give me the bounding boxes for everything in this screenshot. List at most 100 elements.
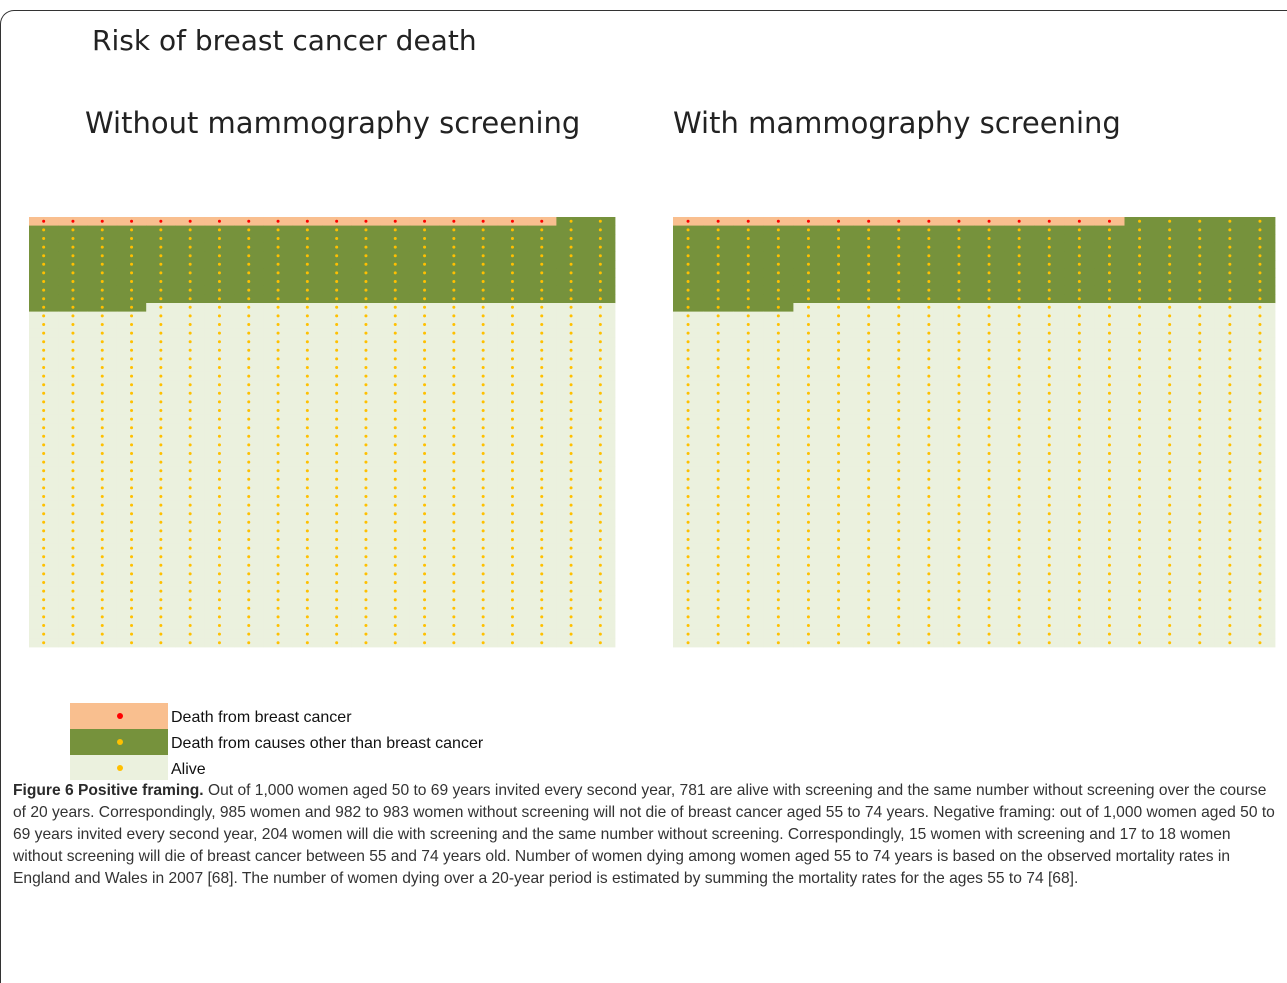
person-dot: [1047, 538, 1051, 541]
person-dot: [927, 503, 931, 507]
person-dot: [686, 280, 690, 283]
person-dot: [1138, 460, 1142, 464]
person-dot: [1168, 555, 1172, 559]
person-dot: [957, 305, 961, 309]
person-dot: [897, 374, 901, 378]
person-dot: [1107, 271, 1111, 275]
person-dot: [159, 400, 163, 404]
person-dot: [927, 305, 931, 309]
person-dot: [100, 512, 104, 516]
person-dot: [1107, 624, 1111, 627]
person-dot: [452, 452, 456, 455]
person-dot: [1228, 572, 1232, 576]
person-dot: [335, 477, 339, 481]
person-dot: [1198, 615, 1202, 619]
person-dot: [393, 391, 397, 395]
person-dot: [364, 391, 368, 395]
person-dot: [247, 237, 251, 240]
person-dot: [71, 305, 75, 309]
person-dot: [159, 262, 163, 266]
person-dot: [569, 391, 573, 395]
person-dot: [776, 598, 780, 602]
person-dot: [423, 546, 427, 550]
person-dot: [159, 503, 163, 507]
person-dot: [510, 426, 514, 430]
person-dot: [1077, 503, 1081, 507]
person-dot: [42, 615, 46, 619]
person-dot: [393, 434, 397, 438]
person-dot: [247, 538, 251, 541]
person-dot: [1138, 598, 1142, 602]
person-dot: [217, 486, 221, 490]
person-dot: [217, 237, 221, 240]
person-dot: [540, 632, 544, 636]
person-dot: [716, 443, 720, 447]
person-dot: [897, 555, 901, 559]
person-dot: [957, 477, 961, 481]
person-dot: [1138, 477, 1142, 481]
person-dot: [1047, 280, 1051, 283]
person-dot: [100, 331, 104, 335]
person-dot: [716, 237, 720, 240]
person-dot: [305, 520, 309, 524]
person-dot: [452, 460, 456, 464]
person-dot: [1258, 641, 1262, 645]
person-dot: [1258, 305, 1262, 309]
person-dot: [130, 572, 134, 576]
person-dot: [1198, 434, 1202, 438]
person-dot: [837, 254, 841, 258]
person-dot: [423, 288, 427, 292]
person-dot: [776, 348, 780, 352]
person-dot: [897, 245, 901, 249]
person-dot: [897, 331, 901, 335]
person-dot: [716, 589, 720, 593]
person-dot: [806, 383, 810, 387]
person-dot: [746, 529, 750, 533]
person-dot: [217, 409, 221, 412]
person-dot: [569, 434, 573, 438]
person-dot: [1168, 271, 1172, 275]
person-dot: [130, 443, 134, 447]
person-dot: [100, 348, 104, 352]
person-dot: [481, 443, 485, 447]
person-dot: [188, 555, 192, 559]
person-dot: [806, 391, 810, 395]
person-dot: [305, 452, 309, 455]
person-dot: [716, 426, 720, 430]
person-dot: [897, 297, 901, 301]
person-dot: [1198, 469, 1202, 473]
person-dot: [130, 538, 134, 541]
person-dot: [927, 331, 931, 335]
person-dot: [276, 572, 280, 576]
person-dot: [927, 452, 931, 455]
person-dot: [1077, 323, 1081, 326]
person-dot: [159, 305, 163, 309]
person-dot: [510, 357, 514, 361]
person-dot: [716, 417, 720, 421]
person-dot: [42, 477, 46, 481]
person-dot: [217, 452, 221, 455]
person-dot: [217, 589, 221, 593]
person-dot: [1228, 598, 1232, 602]
person-dot: [957, 383, 961, 387]
person-dot: [393, 262, 397, 266]
person-dot: [746, 417, 750, 421]
person-dot: [598, 409, 602, 412]
person-dot: [159, 383, 163, 387]
person-dot: [716, 538, 720, 541]
person-dot: [1198, 503, 1202, 507]
person-dot: [42, 641, 46, 645]
person-dot: [1198, 271, 1202, 275]
person-dot: [686, 340, 690, 344]
person-dot: [540, 589, 544, 593]
person-dot: [897, 417, 901, 421]
person-dot: [867, 589, 871, 593]
person-dot: [305, 357, 309, 361]
person-dot: [1017, 348, 1021, 352]
person-dot: [957, 417, 961, 421]
person-dot: [335, 348, 339, 352]
person-dot: [247, 495, 251, 498]
person-dot: [71, 443, 75, 447]
person-dot: [276, 443, 280, 447]
person-dot: [71, 357, 75, 361]
